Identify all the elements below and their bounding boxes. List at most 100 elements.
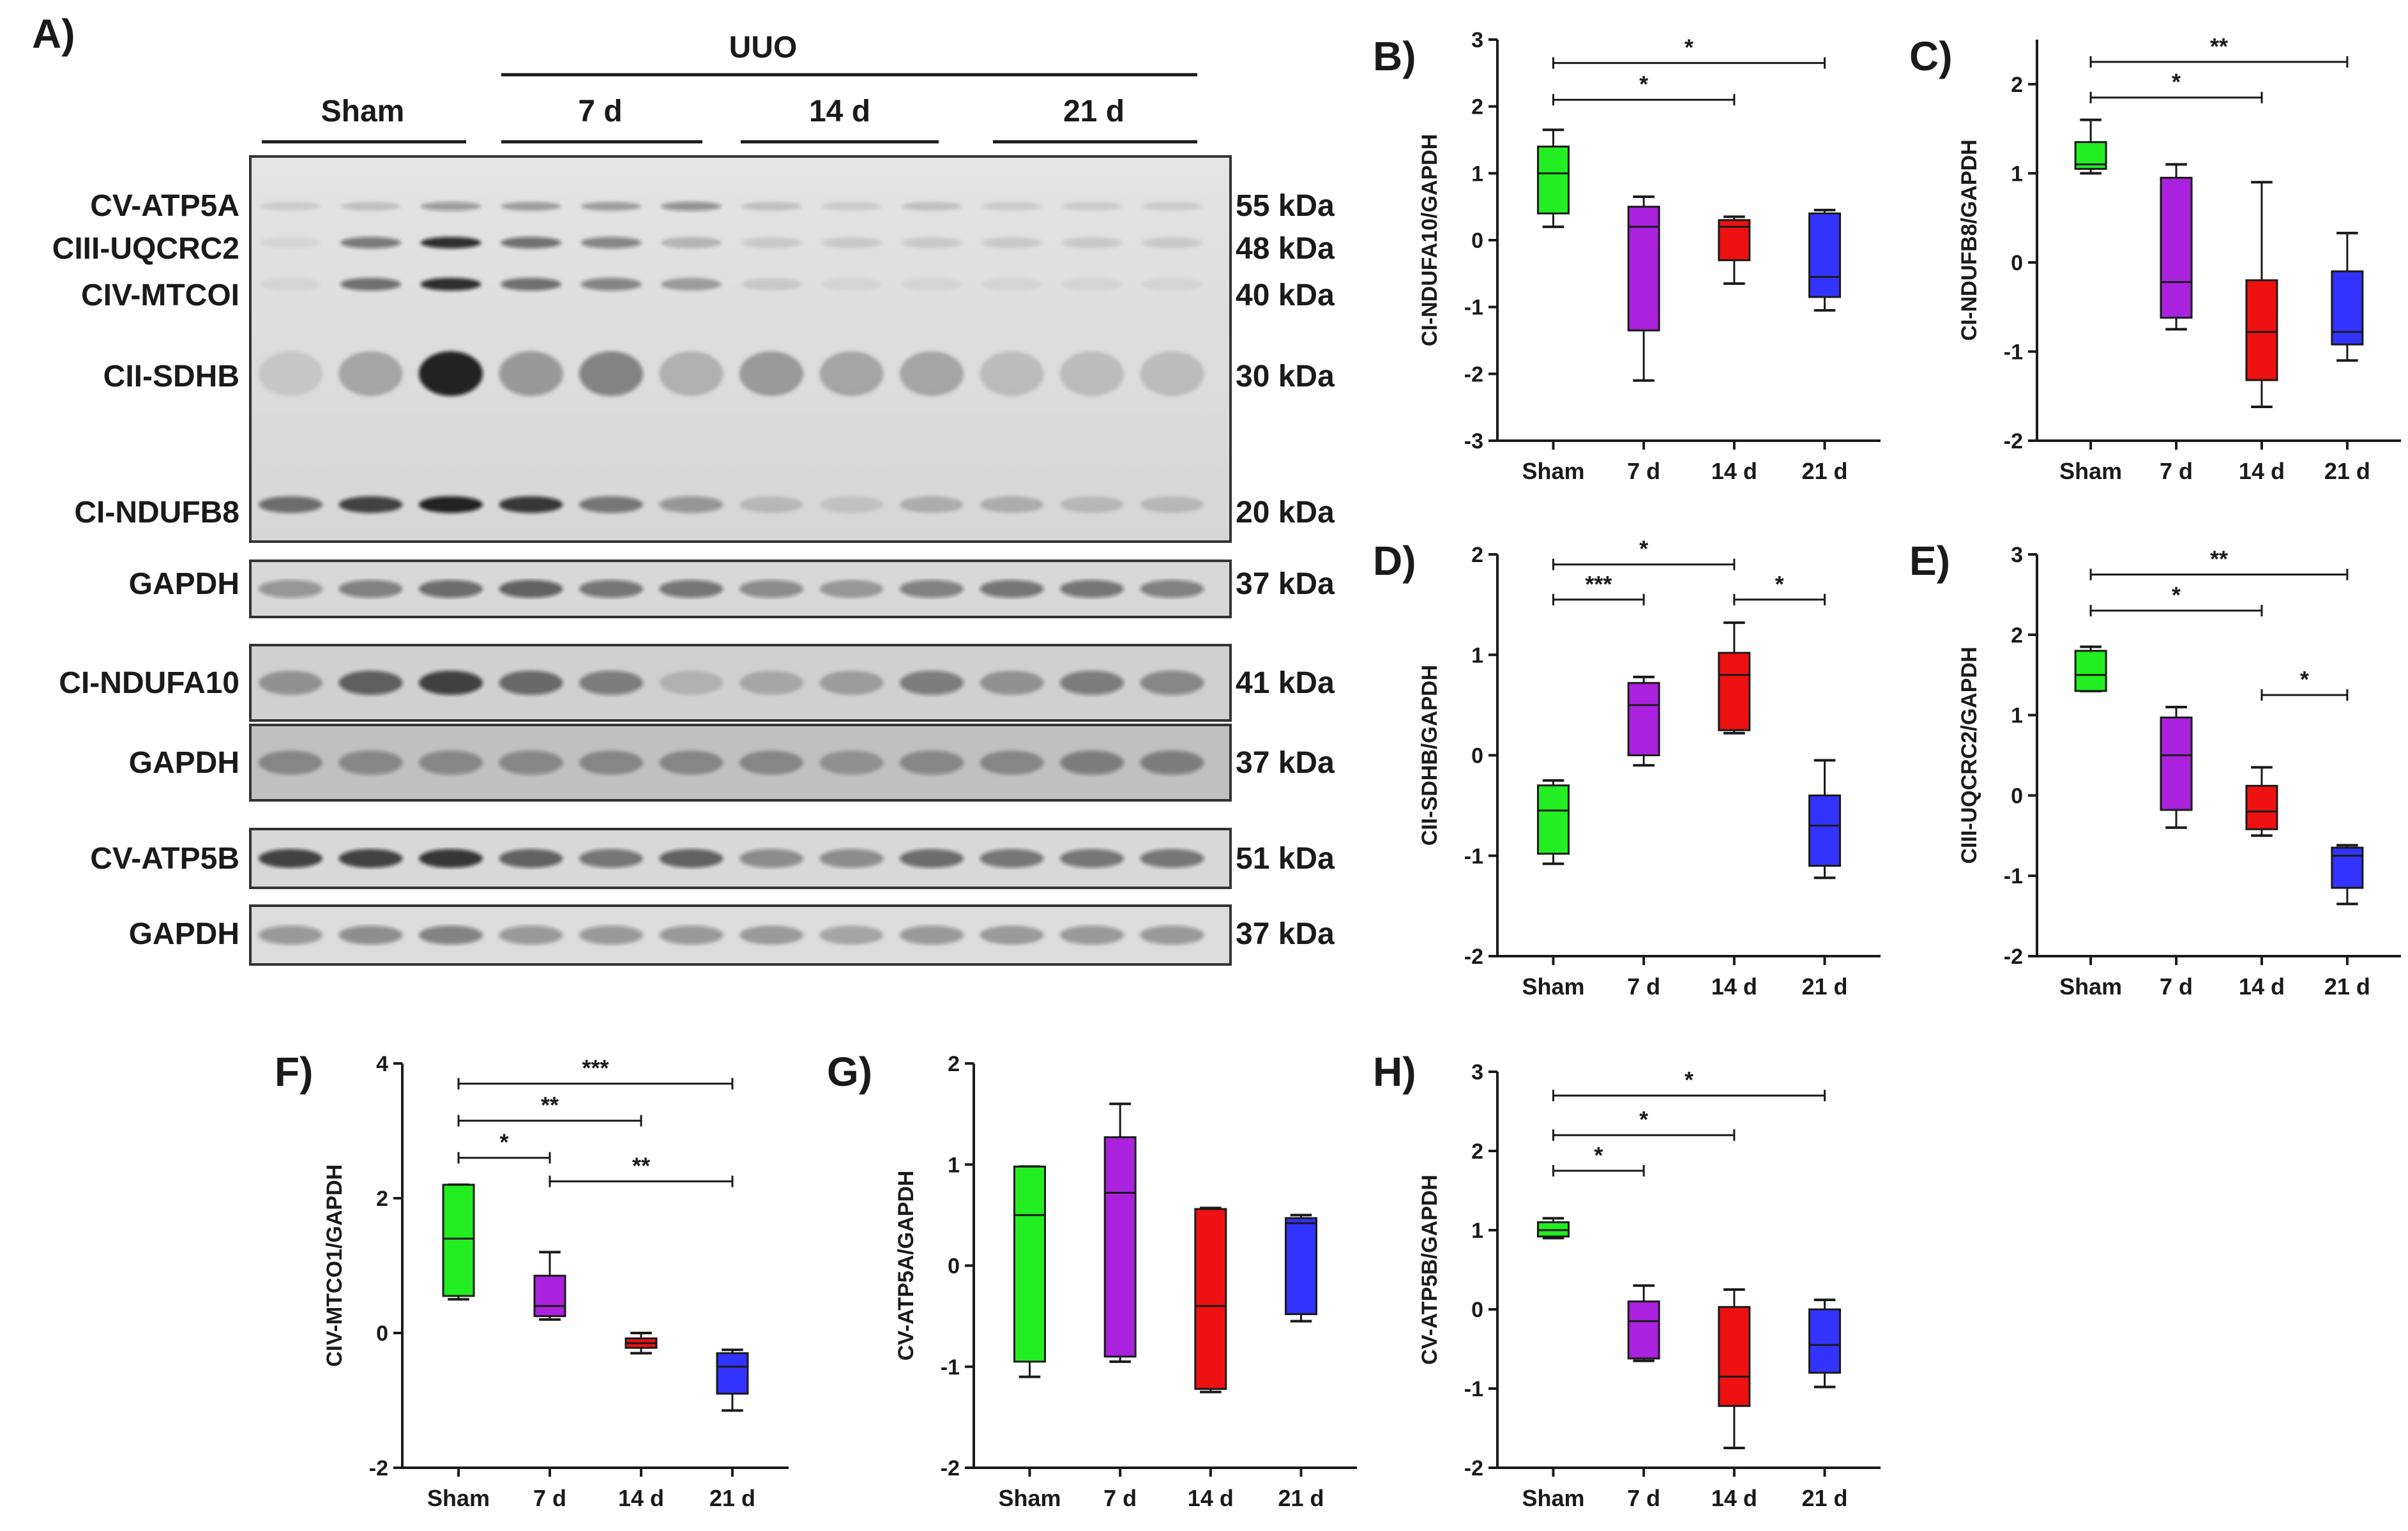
blot-ci-ndufa10 [249,644,1232,722]
y-tick-label: -1 [941,1355,960,1380]
y-tick-label: -2 [2004,945,2023,969]
blot-band [501,278,561,291]
blot-band [1061,202,1123,211]
blot-band [901,202,962,211]
y-tick-label: 1 [948,1153,960,1177]
blot-band [901,237,962,248]
blot-band [499,579,563,598]
box-sham [2074,645,2107,692]
y-tick-label: 2 [2011,623,2023,648]
y-tick-label: 4 [376,1052,388,1076]
y-tick-label: 2 [948,1052,960,1076]
kda-48: 48 kDa [1236,232,1335,266]
blot-band [980,750,1044,775]
y-axis-title: CI-NDUFB8/GAPDH [1957,139,1981,340]
group-label-21d: 21 d [1063,95,1124,128]
blot-band [661,237,722,248]
blot-band [821,237,882,248]
chart-panel-g: G) 2 1 0 -1 -2 CV-ATP5A/GAPDH Sham 7 d 14 d 21 d [827,1049,1357,1511]
category-label: Sham [1522,1485,1584,1511]
y-tick-label: -1 [1464,844,1483,869]
blot-band [499,671,563,695]
blot-band [338,925,403,945]
y-tick-label: 0 [1471,229,1483,253]
blot-band [579,671,643,695]
blot-band [900,579,964,598]
y-tick-label: 0 [1471,744,1483,768]
blot-band [1060,849,1124,868]
blot-band [340,202,401,211]
box-iqr [1627,206,1660,331]
y-tick-label: 0 [376,1322,388,1346]
blot-band [819,671,884,695]
blot-band [420,237,481,248]
blot-band [980,671,1044,695]
significance-label: * [2172,582,2181,608]
group-label-sham: Sham [321,95,405,128]
significance-bracket: * [1733,571,1826,606]
y-tick-label: 0 [1471,1298,1483,1322]
panel-letter: C) [1909,33,1953,79]
panel-letter: D) [1373,538,1416,584]
y-tick-label: 2 [1471,543,1483,567]
category-label: 21 d [2324,458,2370,484]
blot-band [260,278,321,291]
significance-bracket: * [2260,666,2349,701]
category-label: 21 d [1801,1485,1847,1511]
category-label: 7 d [1627,1485,1660,1511]
category-label: 14 d [1711,458,1757,484]
blot-band [819,925,884,945]
significance-bracket: ** [549,1153,734,1187]
box-7d [1627,1284,1660,1362]
blot-band [1142,278,1202,291]
y-tick-label: -1 [1464,1377,1483,1401]
blot-band [1142,237,1202,248]
box-sham [1537,779,1570,865]
blot-band [420,202,481,211]
chart-panel-h: H) 3 2 1 0 -1 -2 CV-ATP5B/GAPDH Sham 7 d 14 d 21 d *… [1373,1049,1881,1511]
y-tick-label: -2 [1464,1456,1483,1481]
blot-band [819,351,884,396]
blot-band [579,579,643,598]
blot-band [340,278,401,291]
category-label: 14 d [2239,973,2285,1000]
band-label-gapdh-3: GAPDH [129,917,239,951]
y-tick-label: 3 [2011,543,2023,567]
significance-label: * [1685,1067,1693,1093]
blot-band [499,925,563,945]
kda-55: 55 kDa [1236,189,1335,223]
blot-band [259,671,322,695]
blot-band [1140,750,1204,775]
box-plot-panels: B) 3 2 1 0 -1 -2 -3 CI-NDUFA10/GAPDH Sham 7 d 14 d 2… [275,28,2401,1511]
blot-band [741,202,802,211]
blot-band [259,849,322,868]
blot-band [1061,278,1123,291]
y-tick-label: -1 [1464,296,1483,320]
blot-band [900,671,964,695]
category-label: Sham [427,1485,490,1511]
box-iqr [2331,270,2364,346]
panel-letter: E) [1909,538,1950,584]
group-label-7d: 7 d [578,95,622,128]
blot-band [1142,202,1202,211]
y-tick-label: 0 [948,1254,960,1279]
blot-band [338,750,403,775]
blot-band [579,750,643,775]
y-tick-label: 0 [2011,784,2023,808]
blot-band [821,202,882,211]
blot-band [659,750,723,775]
blot-band [741,278,802,291]
blot-band [739,750,803,775]
blot-band [659,496,723,513]
box-iqr [1627,1300,1660,1360]
blot-band [419,351,483,396]
box-sham [1537,1217,1570,1240]
category-label: 14 d [1711,1485,1757,1511]
blot-band [579,351,643,396]
blot-band [419,579,483,598]
blot-band [981,202,1042,211]
panel-a-western-blot: A) UUO Sham 7 d 14 d 21 d CV-ATP5A [32,11,1335,966]
box-iqr [1808,794,1841,867]
box-iqr [1537,784,1570,855]
kda-37-1: 37 kDa [1236,567,1335,601]
